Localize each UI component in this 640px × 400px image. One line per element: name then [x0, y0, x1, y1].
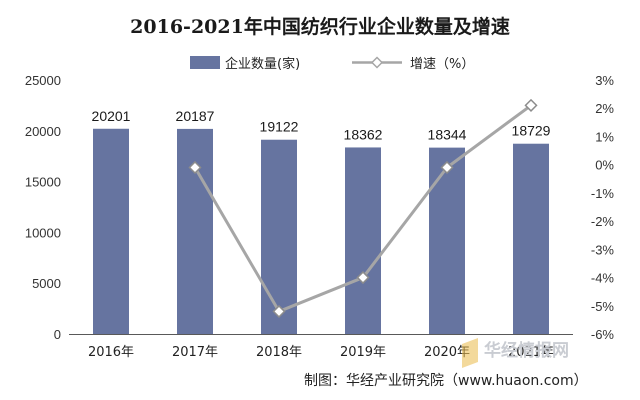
watermark-text: 华经情报网 [484, 340, 569, 361]
bar [177, 129, 213, 334]
y-left-tick-label: 25000 [25, 73, 61, 88]
watermark: 华经情报网 [462, 338, 569, 368]
chart-title: 2016-2021年中国纺织行业企业数量及增速 [130, 15, 510, 38]
legend: 企业数量(家) 增速（%） [190, 56, 474, 72]
y-right-tick-label: 1% [595, 129, 614, 144]
bar-value-label: 18362 [344, 126, 383, 142]
y-left-tick-label: 5000 [32, 276, 61, 291]
y-right-tick-label: -3% [591, 242, 615, 257]
x-tick-label: 2016年 [88, 345, 134, 360]
y-right-tick-label: -6% [591, 327, 615, 342]
bar-data-labels: 20201 20187 19122 18362 18344 18729 [92, 108, 551, 143]
legend-bar-label: 企业数量(家) [225, 56, 300, 72]
y-right-tick-label: 2% [595, 101, 614, 116]
legend-line-marker [372, 58, 382, 68]
bar-value-label: 18729 [512, 123, 551, 139]
bar [429, 148, 465, 334]
y-axis-left: 0 5000 10000 15000 20000 25000 [25, 73, 61, 342]
y-axis-right: -6% -5% -4% -3% -2% -1% 0% 1% 2% 3% [591, 73, 615, 342]
y-right-tick-label: -4% [591, 271, 615, 286]
y-left-tick-label: 20000 [25, 124, 61, 139]
y-left-tick-label: 15000 [25, 175, 61, 190]
y-right-tick-label: 3% [595, 73, 614, 88]
y-right-tick-label: -2% [591, 214, 615, 229]
y-left-tick-label: 0 [54, 327, 61, 342]
bar-series [93, 129, 549, 334]
y-right-tick-label: -5% [591, 299, 615, 314]
bar-value-label: 20201 [92, 108, 131, 124]
y-right-tick-label: 0% [595, 158, 614, 173]
bar-value-label: 19122 [260, 119, 299, 135]
x-tick-label: 2018年 [256, 345, 302, 360]
legend-bar-swatch [190, 56, 220, 69]
bar-value-label: 18344 [428, 127, 467, 143]
legend-line-label: 增速（%） [410, 57, 474, 72]
x-tick-label: 2019年 [340, 345, 386, 360]
bar-value-label: 20187 [176, 108, 215, 124]
x-tick-label: 2017年 [172, 345, 218, 360]
source-note: 制图：华经产业研究院（www.huaon.com） [304, 373, 588, 389]
watermark-logo-icon [462, 338, 478, 368]
y-left-tick-label: 10000 [25, 225, 61, 240]
bar [345, 147, 381, 334]
bar [93, 129, 129, 334]
bar [513, 144, 549, 334]
y-right-tick-label: -1% [591, 186, 615, 201]
